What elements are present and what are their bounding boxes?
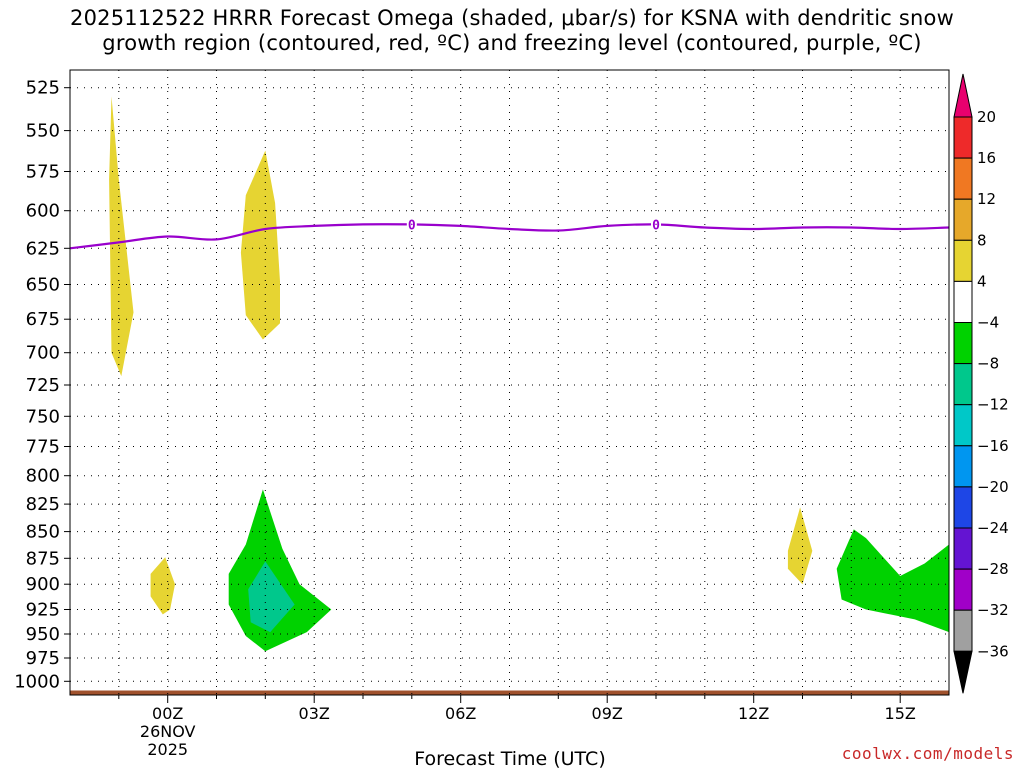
y-tick-label-575: 575 xyxy=(26,162,60,183)
colorbar-segment-13 xyxy=(953,609,973,652)
omega-region-green-region-1 xyxy=(228,489,332,652)
chart-title-line-1: 2025112522 HRRR Forecast Omega (shaded, … xyxy=(70,6,954,30)
freezing-level-label-0: 0 xyxy=(408,218,416,233)
colorbar-label--16: −16 xyxy=(977,437,1009,455)
colorbar-segment-1 xyxy=(953,116,973,159)
colorbar-label--32: −32 xyxy=(977,601,1009,619)
plot-frame xyxy=(69,69,950,696)
omega-shading-layer xyxy=(70,96,949,695)
omega-region-yellow-column-2 xyxy=(240,150,280,340)
y-tick-label-900: 900 xyxy=(26,574,60,595)
x-tick-label-03Z: 03Z xyxy=(299,704,330,723)
freezing-level-line xyxy=(69,223,950,250)
colorbar-label--24: −24 xyxy=(977,519,1009,537)
chart-title: 2025112522 HRRR Forecast Omega (shaded, … xyxy=(0,6,1024,56)
colorbar-segment-4 xyxy=(953,239,973,282)
y-tick-label-800: 800 xyxy=(26,466,60,487)
colorbar: 20 16 12 8 4 −4 −8 −12 −16 −20 −24 −28 −32 −36 xyxy=(953,73,1009,694)
colorbar-segment-7 xyxy=(953,363,973,406)
y-tick-label-875: 875 xyxy=(26,548,60,569)
y-tick-label-650: 650 xyxy=(26,275,60,296)
y-tick-label-950: 950 xyxy=(26,624,60,645)
x-tick-sublabel-date: 26NOV xyxy=(140,722,196,741)
x-tick-label-09Z: 09Z xyxy=(592,704,623,723)
omega-region-yellow-blob-4 xyxy=(787,507,813,585)
y-tick-label-600: 600 xyxy=(26,201,60,222)
colorbar-label-20: 20 xyxy=(977,108,996,126)
colorbar-segment-8 xyxy=(953,404,973,447)
colorbar-segment-10 xyxy=(953,486,973,529)
y-tick-label-850: 850 xyxy=(26,522,60,543)
x-tick-sublabel-year: 2025 xyxy=(147,740,188,759)
colorbar-segment-5 xyxy=(953,280,973,323)
x-axis-title: Forecast Time (UTC) xyxy=(414,748,605,768)
y-tick-label-525: 525 xyxy=(26,78,60,99)
freezing-level-label-bg-0 xyxy=(406,216,417,231)
y-tick-label-675: 675 xyxy=(26,309,60,330)
colorbar-label-4: 4 xyxy=(977,272,987,290)
colorbar-label--4: −4 xyxy=(977,314,999,332)
x-tick-label-15Z: 15Z xyxy=(885,704,916,723)
colorbar-label-16: 16 xyxy=(977,149,996,167)
freezing-level-label-bg-1 xyxy=(651,216,661,231)
colorbar-arrow-top xyxy=(953,73,973,118)
y-tick-label-825: 825 xyxy=(26,494,60,515)
y-tick-label-700: 700 xyxy=(26,343,60,364)
x-tick-label-06Z: 06Z xyxy=(445,704,476,723)
y-tick-label-775: 775 xyxy=(26,437,60,458)
colorbar-arrow-bottom xyxy=(953,650,973,694)
colorbar-label-8: 8 xyxy=(977,231,987,249)
colorbar-label--28: −28 xyxy=(977,560,1009,578)
colorbar-segment-6 xyxy=(953,322,973,365)
credit-text: coolwx.com/models xyxy=(841,744,1014,763)
omega-region-yellow-blob-3 xyxy=(150,557,175,615)
y-tick-label-1000: 1000 xyxy=(14,671,60,692)
y-axis: 525 550 575 600 625 650 675 700 725 750 775 800 825 8… xyxy=(14,78,70,692)
colorbar-label--36: −36 xyxy=(977,642,1009,660)
colorbar-segment-12 xyxy=(953,568,973,611)
chart-title-line-2: growth region (contoured, red, ºC) and f… xyxy=(102,31,922,55)
colorbar-label--20: −20 xyxy=(977,478,1009,496)
colorbar-label--12: −12 xyxy=(977,396,1009,414)
grid-lines xyxy=(70,70,949,695)
x-tick-label-12Z: 12Z xyxy=(738,704,769,723)
y-tick-label-725: 725 xyxy=(26,375,60,396)
y-tick-label-625: 625 xyxy=(26,238,60,259)
colorbar-segment-9 xyxy=(953,445,973,488)
y-tick-label-925: 925 xyxy=(26,600,60,621)
colorbar-segment-11 xyxy=(953,527,973,570)
y-tick-label-750: 750 xyxy=(26,406,60,427)
colorbar-label--8: −8 xyxy=(977,355,999,373)
omega-region-teal-core xyxy=(248,561,295,633)
y-tick-label-550: 550 xyxy=(26,121,60,142)
omega-region-yellow-column-1 xyxy=(109,96,134,377)
surface-band xyxy=(70,690,949,695)
y-tick-label-975: 975 xyxy=(26,648,60,669)
omega-region-green-region-2 xyxy=(836,529,949,633)
x-tick-label-00Z: 00Z xyxy=(152,704,183,723)
colorbar-segment-3 xyxy=(953,198,973,241)
colorbar-label-12: 12 xyxy=(977,190,996,208)
colorbar-segment-2 xyxy=(953,157,973,200)
freezing-level-label-1: 0 xyxy=(652,218,660,233)
